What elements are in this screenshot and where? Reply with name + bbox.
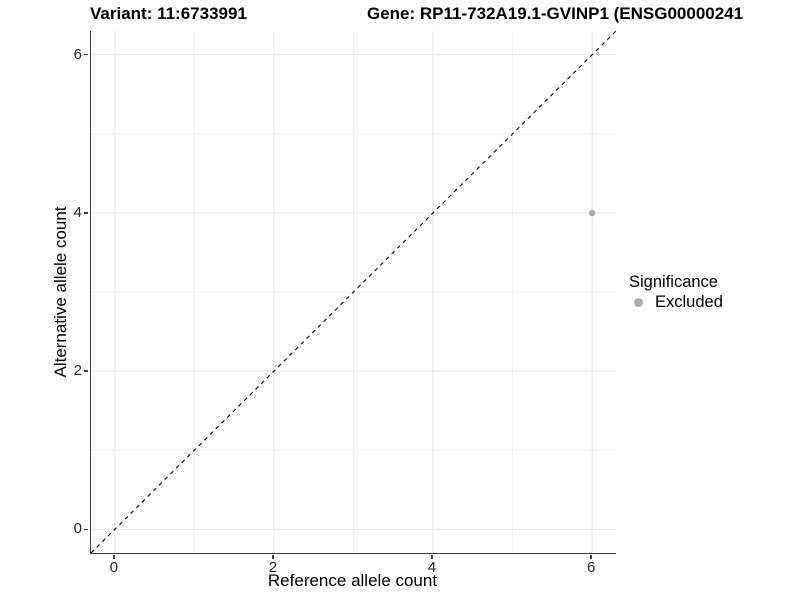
variant-title: Variant: 11:6733991 <box>90 4 247 23</box>
x-tick-label: 2 <box>268 559 278 576</box>
x-tick-label: 6 <box>586 559 596 576</box>
plot-canvas <box>90 30 617 554</box>
y-tick-label: 4 <box>73 203 82 221</box>
identity-line <box>90 30 617 554</box>
legend-item-label: Excluded <box>655 293 723 311</box>
plot-panel <box>90 30 617 554</box>
y-tick-mark <box>83 212 89 214</box>
legend: Significance Excluded <box>629 272 723 312</box>
y-tick-mark <box>83 53 89 56</box>
x-tick-mark <box>272 554 274 560</box>
legend-item-excluded: Excluded <box>629 293 723 312</box>
x-tick-mark <box>431 554 433 560</box>
y-tick-label: 2 <box>73 362 82 380</box>
y-tick-label: 6 <box>73 45 82 63</box>
x-tick-mark <box>590 554 592 560</box>
x-axis-title: Reference allele count <box>267 571 438 590</box>
x-tick-label: 0 <box>109 559 119 576</box>
y-tick-mark <box>83 528 89 531</box>
data-point <box>588 209 596 217</box>
gene-title: Gene: RP11-732A19.1-GVINP1 (ENSG00000241 <box>367 4 744 23</box>
x-tick-mark <box>113 554 115 560</box>
y-tick-label: 0 <box>73 520 82 538</box>
legend-point-icon <box>634 298 643 307</box>
y-axis-title: Alternative allele count <box>51 206 70 378</box>
legend-title: Significance <box>629 273 718 291</box>
x-tick-label: 4 <box>427 559 437 576</box>
y-tick-mark <box>83 370 89 372</box>
